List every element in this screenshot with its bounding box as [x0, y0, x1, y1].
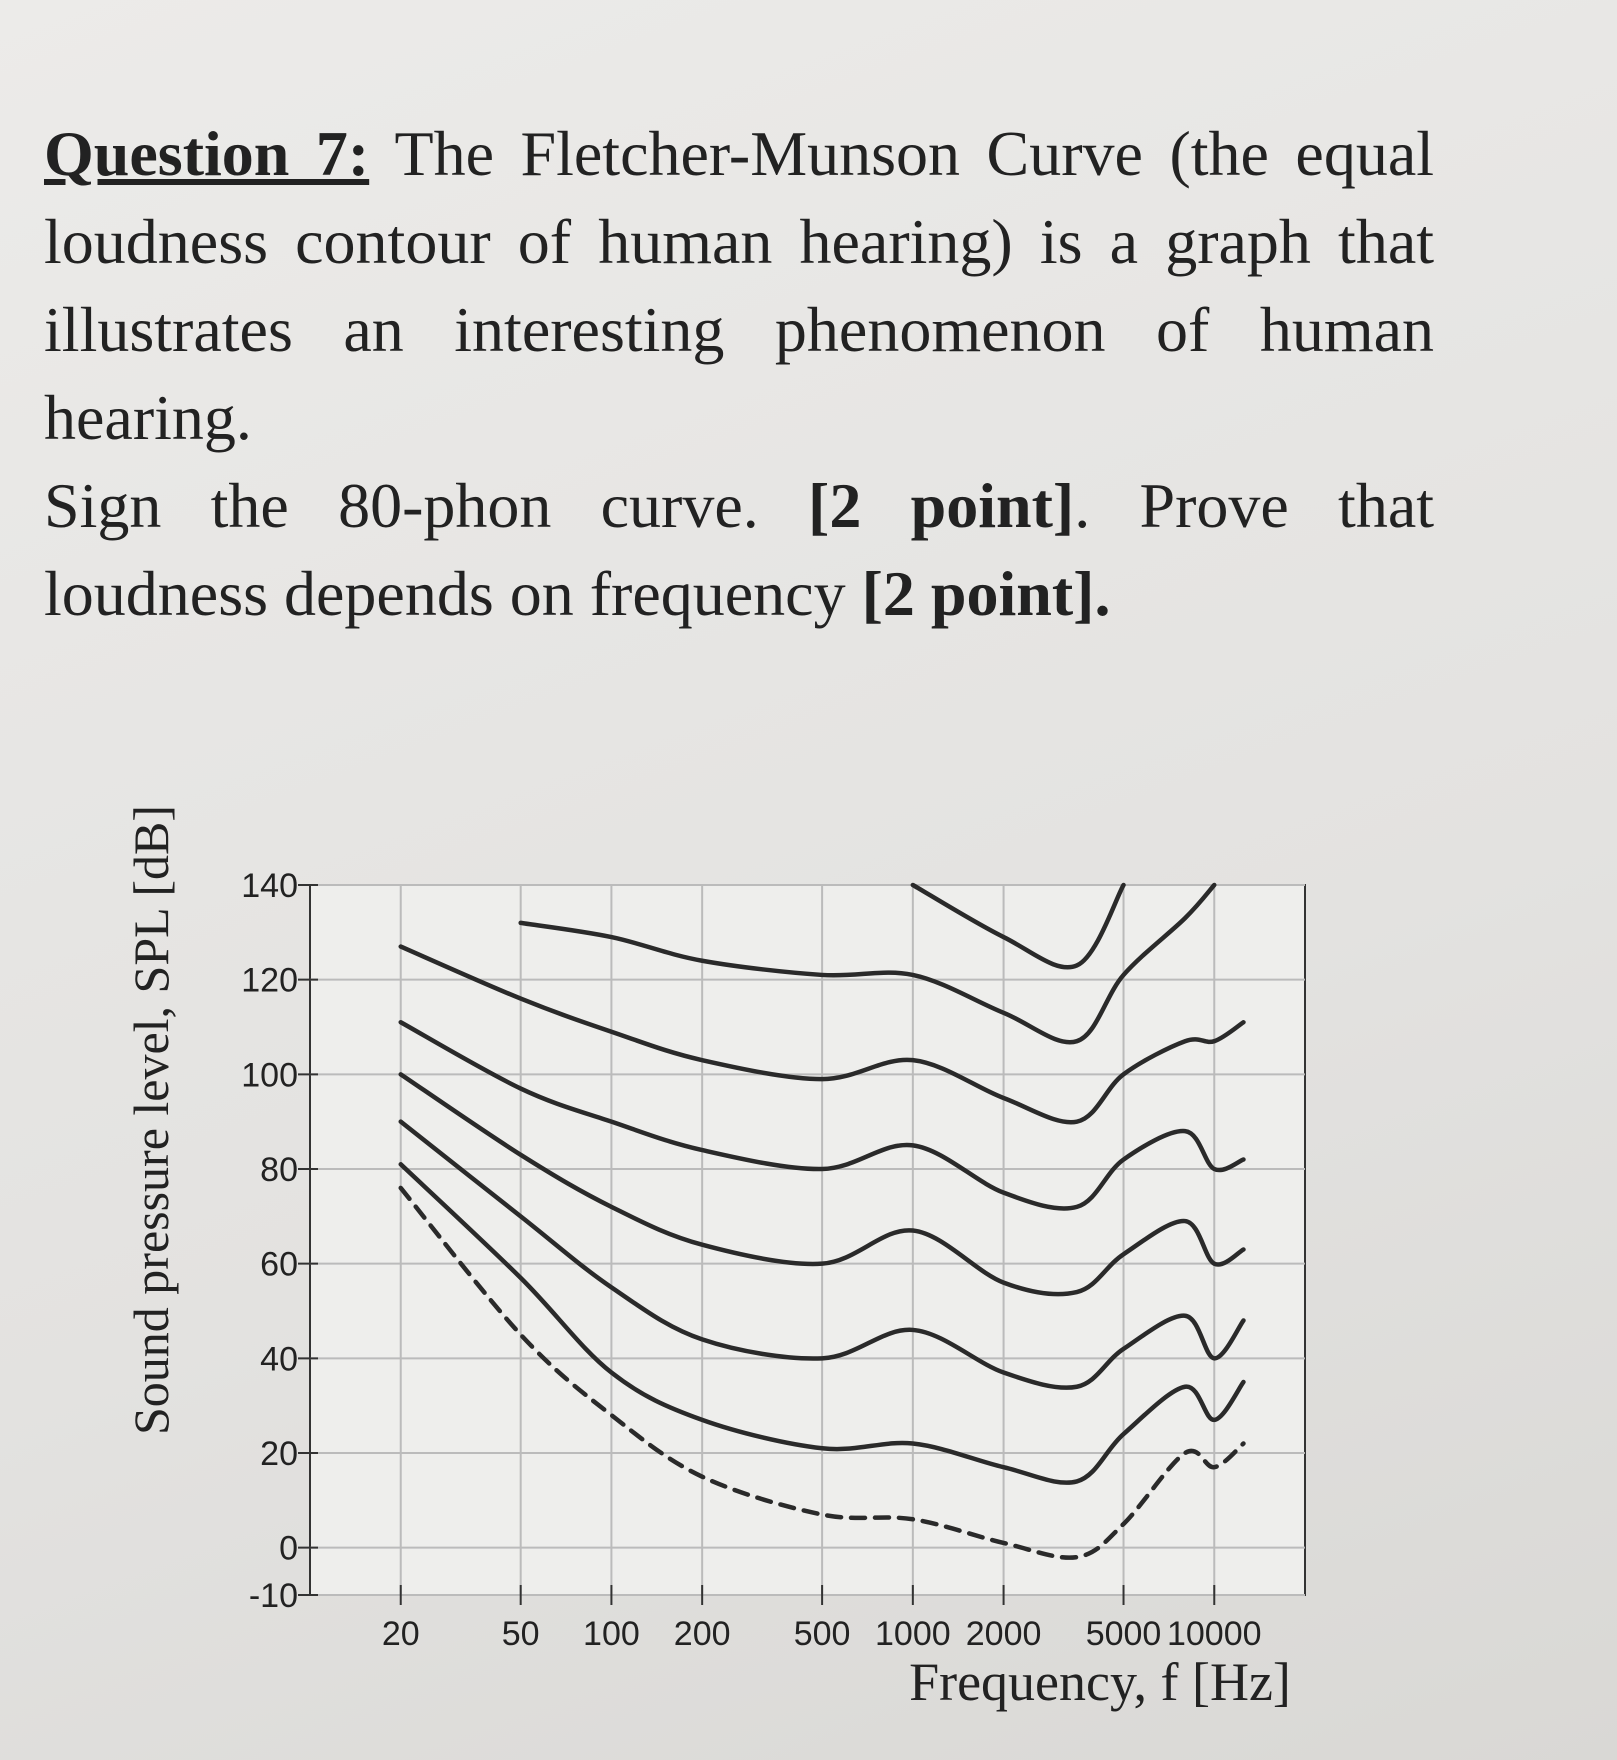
loudness-curve [518, 882, 1217, 1045]
x-tick-label: 20 [382, 1615, 420, 1653]
task-text: Sign the 80-phon curve. [44, 470, 759, 541]
x-tick-label: 2000 [966, 1615, 1042, 1653]
x-axis-title: Frequency, f [Hz] [909, 1652, 1291, 1712]
x-tick-label: 5000 [1086, 1615, 1162, 1653]
question-label: Question 7: [44, 118, 370, 189]
loudness-curve [398, 944, 1246, 1125]
loudness-curve [398, 1020, 1246, 1211]
loudness-curve [398, 1185, 1246, 1560]
loudness-curve [398, 1072, 1246, 1297]
x-tick-label: 1000 [875, 1615, 951, 1653]
y-tick-label: 0 [279, 1530, 298, 1568]
loudness-curve [398, 1162, 1246, 1485]
question-intro: The Fletcher-Munson Curve (the equal lou… [44, 118, 1435, 453]
plot-area [309, 884, 1306, 1596]
task-text: . Prove that loudness depends on frequen… [44, 470, 1435, 629]
loudness-curve [910, 882, 1126, 970]
y-tick-label: 40 [260, 1340, 298, 1378]
question: Question 7: The Fletcher-Munson Curve (t… [44, 110, 1434, 638]
loudness-curve [398, 1119, 1246, 1390]
y-axis-title: Sound pressure level, SPL [dB] [123, 805, 179, 1435]
y-tick-label: -10 [249, 1577, 298, 1615]
x-tick-label: 200 [674, 1615, 731, 1653]
y-tick-label: 80 [260, 1151, 298, 1189]
points: [2 point] [808, 470, 1075, 541]
x-tick-label: 100 [583, 1615, 640, 1653]
x-tick-label: 10000 [1167, 1615, 1262, 1653]
y-tick-label: 60 [260, 1246, 298, 1284]
x-tick-label: 50 [502, 1615, 540, 1653]
task-text: . [1094, 558, 1111, 629]
points: [2 point] [861, 558, 1095, 629]
y-tick-label: 120 [241, 962, 298, 1000]
y-tick-label: 20 [260, 1435, 298, 1473]
y-tick-label: 100 [241, 1056, 298, 1094]
y-tick-label: 140 [241, 867, 298, 905]
x-tick-label: 500 [794, 1615, 851, 1653]
